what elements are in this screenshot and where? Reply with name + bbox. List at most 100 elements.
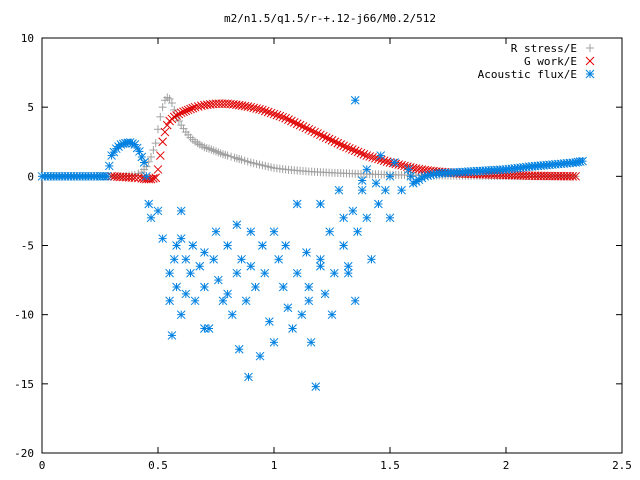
point-acoustic-flux bbox=[172, 282, 181, 292]
point-r-stress bbox=[158, 103, 167, 112]
point-g-work bbox=[350, 146, 360, 156]
point-g-work bbox=[568, 171, 578, 181]
point-acoustic-flux bbox=[320, 289, 330, 299]
y-tick-label: -20 bbox=[14, 447, 34, 460]
legend-marker bbox=[585, 69, 595, 79]
point-acoustic-flux bbox=[209, 254, 219, 264]
point-g-work bbox=[158, 137, 167, 147]
point-r-stress bbox=[227, 152, 236, 161]
point-g-work bbox=[179, 107, 188, 117]
point-g-work bbox=[330, 137, 340, 147]
point-acoustic-flux bbox=[181, 289, 191, 299]
point-r-stress bbox=[156, 112, 165, 121]
legend-marker-r-stress bbox=[586, 44, 594, 52]
point-acoustic-flux bbox=[200, 248, 209, 257]
point-g-work bbox=[342, 142, 351, 152]
point-r-stress bbox=[223, 151, 232, 160]
point-r-stress bbox=[142, 162, 151, 171]
point-acoustic-flux bbox=[190, 296, 200, 306]
point-acoustic-flux bbox=[343, 261, 353, 271]
point-acoustic-flux bbox=[158, 234, 167, 243]
point-acoustic-flux bbox=[292, 199, 302, 209]
point-acoustic-flux bbox=[304, 282, 314, 292]
point-g-work bbox=[345, 143, 354, 153]
point-g-work bbox=[246, 102, 256, 112]
point-acoustic-flux bbox=[188, 241, 198, 250]
point-g-work bbox=[333, 138, 343, 148]
point-acoustic-flux bbox=[350, 296, 360, 306]
y-tick-label: 10 bbox=[21, 32, 34, 45]
x-tick-label: 0 bbox=[39, 459, 46, 472]
legend-marker bbox=[585, 56, 595, 66]
point-g-work bbox=[353, 147, 363, 157]
point-g-work bbox=[258, 105, 267, 115]
point-acoustic-flux bbox=[334, 185, 344, 195]
point-g-work bbox=[289, 118, 299, 127]
legend-label-acoustic-flux: Acoustic flux/E bbox=[478, 68, 577, 81]
legend-label-g-work: G work/E bbox=[524, 55, 577, 68]
point-g-work bbox=[336, 140, 346, 149]
point-g-work bbox=[307, 126, 317, 136]
point-acoustic-flux bbox=[327, 310, 337, 320]
point-acoustic-flux bbox=[186, 268, 195, 278]
point-acoustic-flux bbox=[385, 171, 395, 181]
point-g-work bbox=[365, 152, 375, 161]
point-r-stress bbox=[165, 94, 174, 103]
point-acoustic-flux bbox=[578, 156, 587, 166]
point-acoustic-flux bbox=[269, 227, 279, 237]
point-acoustic-flux bbox=[339, 213, 348, 223]
point-g-work bbox=[176, 108, 186, 118]
point-acoustic-flux bbox=[397, 185, 406, 195]
x-tick-label: 0.5 bbox=[148, 459, 168, 472]
point-acoustic-flux bbox=[269, 337, 279, 347]
point-acoustic-flux bbox=[200, 324, 209, 333]
y-tick-label: -10 bbox=[14, 309, 34, 322]
x-tick-label: 1.5 bbox=[380, 459, 400, 472]
point-acoustic-flux bbox=[244, 372, 253, 382]
point-acoustic-flux bbox=[246, 261, 256, 271]
data-marks bbox=[37, 93, 587, 391]
point-acoustic-flux bbox=[223, 241, 232, 250]
point-g-work bbox=[130, 173, 140, 183]
series-acoustic-flux-extra bbox=[176, 95, 367, 333]
point-acoustic-flux bbox=[385, 213, 395, 223]
point-g-work bbox=[359, 150, 369, 159]
point-g-work bbox=[149, 174, 158, 183]
point-acoustic-flux bbox=[357, 176, 367, 185]
series-g-work bbox=[107, 99, 580, 184]
point-g-work bbox=[298, 122, 308, 131]
point-acoustic-flux bbox=[297, 310, 307, 320]
point-acoustic-flux bbox=[306, 337, 316, 347]
point-acoustic-flux bbox=[213, 275, 223, 285]
point-acoustic-flux bbox=[167, 331, 177, 340]
point-acoustic-flux bbox=[223, 289, 232, 299]
point-g-work bbox=[379, 156, 389, 166]
point-acoustic-flux bbox=[278, 282, 288, 292]
point-g-work bbox=[287, 116, 296, 126]
point-acoustic-flux bbox=[371, 178, 381, 188]
point-g-work bbox=[174, 109, 184, 119]
point-g-work bbox=[263, 107, 273, 117]
x-tick-label: 2.5 bbox=[612, 459, 632, 472]
point-acoustic-flux bbox=[251, 282, 260, 292]
x-tick-label: 2 bbox=[503, 459, 510, 472]
point-acoustic-flux bbox=[316, 254, 325, 264]
point-g-work bbox=[162, 120, 172, 130]
point-acoustic-flux bbox=[350, 95, 360, 105]
point-acoustic-flux bbox=[339, 241, 348, 250]
point-acoustic-flux bbox=[329, 268, 339, 278]
point-g-work bbox=[321, 133, 331, 142]
point-g-work bbox=[304, 124, 314, 134]
point-acoustic-flux bbox=[406, 171, 416, 181]
point-r-stress bbox=[149, 146, 158, 155]
point-acoustic-flux bbox=[195, 261, 205, 271]
point-acoustic-flux bbox=[255, 351, 265, 361]
point-acoustic-flux bbox=[232, 268, 242, 278]
point-g-work bbox=[324, 134, 334, 144]
point-acoustic-flux bbox=[144, 199, 154, 209]
series-acoustic-flux bbox=[37, 138, 587, 391]
point-acoustic-flux bbox=[181, 254, 191, 264]
point-r-stress bbox=[151, 139, 160, 148]
point-g-work bbox=[275, 111, 285, 121]
point-acoustic-flux bbox=[153, 206, 163, 216]
